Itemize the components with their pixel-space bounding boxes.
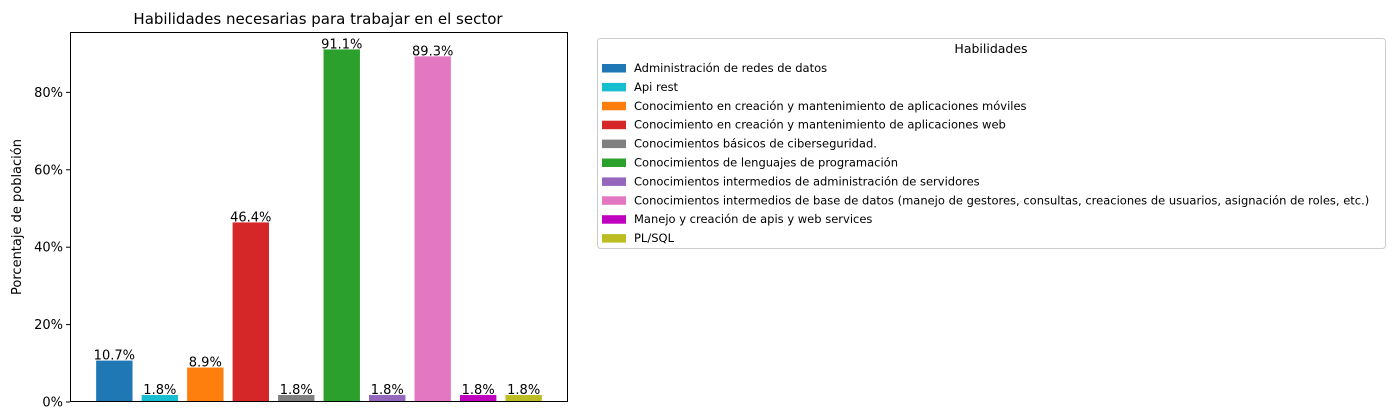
legend-title: Habilidades bbox=[954, 41, 1027, 56]
bar-6 bbox=[323, 49, 360, 402]
y-tick-label: 0% bbox=[42, 396, 63, 411]
legend-label-3: Conocimiento en creación y mantenimiento… bbox=[634, 99, 1027, 113]
bar-8 bbox=[414, 56, 451, 403]
bar-value-label-7: 1.8% bbox=[371, 383, 404, 398]
legend-label-1: Administración de redes de datos bbox=[634, 61, 827, 75]
legend-label-2: Api rest bbox=[634, 80, 679, 94]
bar-value-label-8: 89.3% bbox=[412, 44, 453, 59]
legend-frame bbox=[597, 38, 1386, 249]
legend-swatch-1 bbox=[602, 64, 626, 73]
bar-value-label-1: 10.7% bbox=[94, 349, 135, 364]
legend-swatch-8 bbox=[602, 196, 626, 205]
plot-area-frame bbox=[70, 32, 568, 402]
legend-swatch-6 bbox=[602, 158, 626, 167]
bar-3 bbox=[187, 367, 224, 402]
legend-label-7: Conocimientos intermedios de administrac… bbox=[634, 174, 980, 188]
legend-label-5: Conocimientos básicos de ciberseguridad. bbox=[634, 137, 877, 151]
y-tick-label: 20% bbox=[34, 318, 63, 333]
bar-value-label-3: 8.9% bbox=[189, 356, 222, 371]
bar-9 bbox=[459, 395, 497, 402]
bar-7 bbox=[369, 395, 406, 402]
bar-value-label-2: 1.8% bbox=[143, 383, 176, 398]
bar-4 bbox=[232, 222, 269, 402]
bars-group bbox=[96, 49, 542, 403]
legend-swatch-10 bbox=[602, 234, 626, 243]
legend-items: Administración de redes de datos Api rest… bbox=[602, 61, 1369, 245]
bar-value-label-9: 1.8% bbox=[462, 383, 495, 398]
legend-label-6: Conocimientos de lenguajes de programaci… bbox=[634, 156, 898, 170]
y-tick-label: 80% bbox=[34, 86, 63, 101]
legend-swatch-4 bbox=[602, 120, 626, 130]
legend-swatch-3 bbox=[602, 101, 626, 111]
y-tick-label: 40% bbox=[34, 241, 63, 256]
y-axis-label: Porcentaje de población bbox=[10, 139, 25, 295]
legend: Habilidades Administración de redes de d… bbox=[597, 38, 1386, 249]
chart-title: Habilidades necesarias para trabajar en … bbox=[133, 10, 503, 28]
legend-swatch-2 bbox=[602, 82, 626, 92]
bar-10 bbox=[505, 395, 542, 402]
legend-label-4: Conocimiento en creación y mantenimiento… bbox=[634, 118, 1006, 132]
legend-swatch-7 bbox=[602, 177, 626, 186]
y-axis-ticks: 0% 20% 40% 60% 80% bbox=[34, 86, 70, 411]
bar-labels-group: 10.7% 1.8% 8.9% 46.4% 1.8% 91.1% 1.8% 89.3% 1.8%… bbox=[94, 37, 540, 398]
bar-2 bbox=[141, 395, 179, 402]
legend-label-8: Conocimientos intermedios de base de dat… bbox=[634, 193, 1369, 207]
bar-value-label-4: 46.4% bbox=[230, 210, 271, 225]
bar-value-label-6: 91.1% bbox=[321, 37, 362, 52]
bar-value-label-10: 1.8% bbox=[507, 383, 540, 398]
bar-5 bbox=[278, 395, 315, 402]
bar-value-label-5: 1.8% bbox=[280, 383, 313, 398]
legend-swatch-5 bbox=[602, 139, 626, 149]
legend-label-9: Manejo y creación de apis y web services bbox=[634, 212, 872, 226]
bar-1 bbox=[96, 360, 133, 402]
legend-swatch-9 bbox=[602, 215, 626, 224]
y-tick-label: 60% bbox=[34, 163, 63, 178]
legend-label-10: PL/SQL bbox=[634, 231, 675, 245]
